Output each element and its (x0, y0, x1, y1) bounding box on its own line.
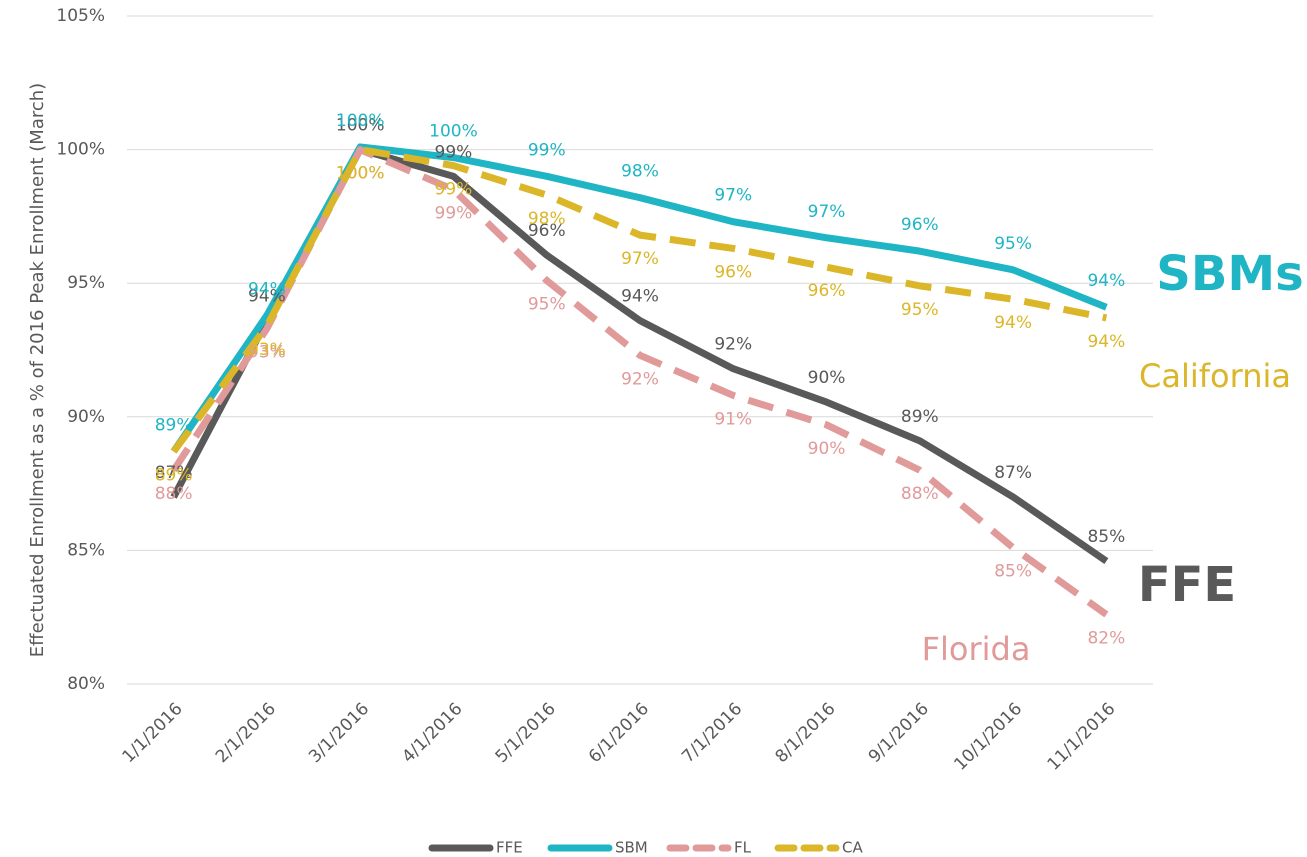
legend-label: SBM (615, 839, 648, 857)
data-label: 100% (336, 111, 385, 131)
data-label: 90% (808, 439, 846, 459)
y-tick-label: 95% (67, 273, 105, 293)
data-label: 94% (1087, 271, 1125, 291)
data-label: 98% (621, 162, 659, 182)
data-label: 92% (621, 369, 659, 389)
data-label: 97% (808, 202, 846, 222)
x-tick-label: 9/1/2016 (865, 699, 933, 767)
annotation: California (1139, 357, 1291, 395)
data-label: 94% (248, 279, 286, 299)
data-label: 87% (994, 463, 1032, 483)
data-label: 94% (1087, 332, 1125, 352)
data-label: 99% (435, 142, 473, 162)
data-label: 94% (248, 287, 286, 307)
x-tick-label: 5/1/2016 (492, 699, 560, 767)
y-tick-label: 80% (67, 674, 105, 694)
data-label: 97% (621, 249, 659, 269)
data-label: 98% (528, 209, 566, 229)
x-tick-label: 6/1/2016 (585, 699, 653, 767)
annotation: SBMs (1156, 246, 1304, 302)
data-label: 85% (1087, 527, 1125, 547)
data-label: 95% (994, 234, 1032, 254)
x-tick-label: 4/1/2016 (398, 699, 466, 767)
data-label: 96% (528, 221, 566, 241)
data-label: 89% (155, 416, 193, 436)
annotation: Florida (922, 630, 1031, 668)
data-label: 96% (714, 262, 752, 282)
legend-label: FL (734, 839, 752, 857)
data-label: 91% (714, 409, 752, 429)
data-label: 100% (336, 116, 385, 136)
data-label: 96% (808, 281, 846, 301)
data-label: 85% (994, 562, 1032, 582)
data-label: 99% (528, 140, 566, 160)
y-axis-title: Effectuated Enrollment as a % of 2016 Pe… (27, 83, 48, 657)
data-label: 90% (808, 368, 846, 388)
data-label: 100% (429, 122, 478, 142)
data-label: 88% (901, 484, 939, 504)
data-label: 89% (155, 466, 193, 486)
data-label: 89% (901, 407, 939, 427)
x-tick-label: 11/1/2016 (1044, 699, 1120, 775)
x-tick-label: 10/1/2016 (950, 699, 1026, 775)
y-tick-label: 105% (56, 6, 105, 26)
data-label: 82% (1087, 629, 1125, 649)
data-label: 92% (714, 335, 752, 355)
data-label: 96% (901, 215, 939, 235)
data-label: 93% (248, 340, 286, 360)
data-label: 100% (336, 164, 385, 184)
data-label: 87% (155, 463, 193, 483)
x-tick-label: 7/1/2016 (678, 699, 746, 767)
data-label: 88% (155, 484, 193, 504)
x-tick-label: 8/1/2016 (771, 699, 839, 767)
data-label: 99% (435, 180, 473, 200)
legend-label: CA (842, 839, 863, 857)
y-tick-label: 100% (56, 140, 105, 160)
data-label: 94% (621, 287, 659, 307)
x-tick-label: 2/1/2016 (212, 699, 280, 767)
data-label: 95% (528, 295, 566, 315)
y-tick-label: 85% (67, 540, 105, 560)
x-tick-label: 1/1/2016 (119, 699, 187, 767)
data-label: 99% (435, 204, 473, 224)
data-label: 93% (248, 343, 286, 363)
data-label: 97% (714, 186, 752, 206)
annotation: FFE (1138, 557, 1236, 613)
data-label: 95% (901, 300, 939, 320)
y-tick-label: 90% (67, 407, 105, 427)
data-label: 100% (336, 164, 385, 184)
x-tick-label: 3/1/2016 (305, 699, 373, 767)
data-label: 94% (994, 313, 1032, 333)
legend-label: FFE (496, 839, 523, 857)
series-line (170, 146, 1108, 454)
